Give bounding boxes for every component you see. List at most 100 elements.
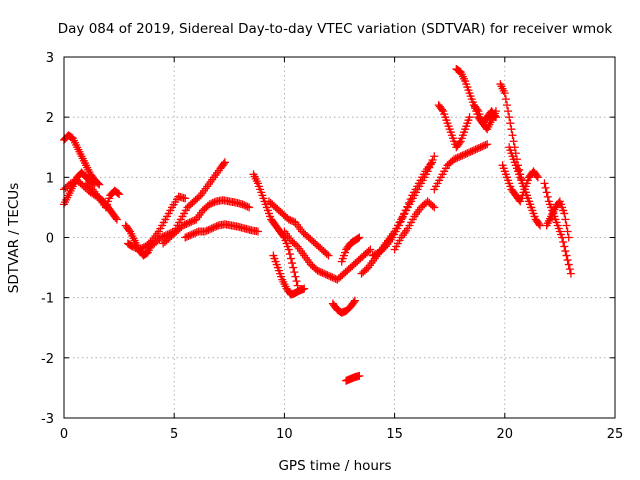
- x-tick-label: 20: [497, 427, 514, 442]
- series-seg23: [469, 101, 500, 134]
- data-point: [428, 201, 437, 210]
- series-seg1: [60, 131, 104, 189]
- y-tick-label: -1: [41, 292, 54, 307]
- data-point: [90, 179, 99, 188]
- data-point: [559, 238, 568, 247]
- y-tick-label: 0: [46, 232, 54, 247]
- data-point: [115, 190, 124, 199]
- series-seg15: [337, 233, 364, 266]
- data-point: [401, 206, 410, 215]
- data-point: [430, 152, 439, 161]
- data-point: [113, 189, 122, 198]
- series-seg12: [264, 197, 333, 260]
- data-point: [481, 140, 490, 149]
- data-point: [560, 209, 569, 218]
- data-point: [322, 250, 331, 259]
- data-point: [399, 210, 408, 219]
- series-seg19: [390, 197, 439, 254]
- x-tick-labels: 0 5 10 15 20 25: [60, 427, 623, 442]
- data-point: [395, 221, 404, 230]
- data-point: [532, 171, 541, 180]
- data-point: [533, 173, 542, 182]
- data-point: [355, 371, 364, 380]
- data-point: [565, 265, 574, 274]
- data-point: [181, 194, 190, 203]
- y-axis-label: SDTVAR / TECUs: [6, 183, 22, 293]
- series-seg13: [280, 227, 375, 284]
- data-point: [290, 268, 299, 277]
- chart-title: Day 084 of 2019, Sidereal Day-to-day VTE…: [58, 21, 613, 37]
- data-point: [561, 247, 570, 256]
- data-point: [285, 250, 294, 259]
- series-seg4: [82, 179, 124, 212]
- data-point: [562, 251, 571, 260]
- data-point: [300, 284, 309, 293]
- data-point: [364, 247, 373, 256]
- data-points: [60, 65, 575, 385]
- data-point: [465, 113, 474, 122]
- data-point: [428, 158, 437, 167]
- data-point: [500, 89, 509, 98]
- data-point: [562, 221, 571, 230]
- data-point: [292, 277, 301, 286]
- data-point: [563, 227, 572, 236]
- data-point: [508, 131, 517, 140]
- grid: [64, 57, 615, 418]
- data-point: [253, 227, 262, 236]
- data-point: [566, 269, 575, 278]
- series-seg14: [328, 296, 359, 317]
- data-point: [564, 260, 573, 269]
- data-point: [430, 203, 439, 212]
- series-seg2: [60, 168, 99, 209]
- series-seg18: [368, 158, 437, 260]
- series-seg26: [505, 143, 545, 230]
- x-tick-label: 25: [607, 427, 624, 442]
- data-point: [534, 219, 543, 228]
- series-seg20: [430, 140, 492, 194]
- data-point: [219, 159, 228, 168]
- series-seg8: [159, 196, 254, 248]
- series-seg7: [143, 158, 229, 251]
- y-tick-label: 2: [46, 111, 54, 126]
- data-point: [560, 242, 569, 251]
- data-point: [506, 119, 515, 128]
- axis-ticks: [63, 56, 616, 419]
- y-tick-label: -2: [41, 352, 54, 367]
- data-point: [111, 213, 120, 222]
- data-point: [245, 203, 254, 212]
- series-seg28: [542, 197, 573, 242]
- data-point: [354, 234, 363, 243]
- data-point: [483, 140, 492, 149]
- data-point: [541, 183, 550, 192]
- y-tick-label: -3: [41, 412, 54, 427]
- series-seg21: [434, 101, 474, 152]
- data-point: [406, 195, 415, 204]
- data-point: [396, 217, 405, 226]
- data-point: [540, 179, 549, 188]
- data-point: [291, 272, 300, 281]
- data-point: [455, 138, 464, 147]
- x-tick-label: 15: [386, 427, 403, 442]
- data-point: [243, 202, 252, 211]
- data-point: [504, 107, 513, 116]
- data-point: [398, 213, 407, 222]
- series-seg10: [249, 170, 302, 290]
- data-point: [289, 263, 298, 272]
- data-point: [287, 254, 296, 263]
- y-tick-label: 3: [46, 51, 54, 66]
- x-tick-label: 0: [60, 427, 68, 442]
- y-tick-label: 1: [46, 171, 54, 186]
- data-point: [543, 192, 552, 201]
- x-tick-label: 10: [276, 427, 293, 442]
- series-seg25: [498, 161, 542, 206]
- data-point: [503, 101, 512, 110]
- data-point: [509, 137, 518, 146]
- data-point: [404, 198, 413, 207]
- data-point: [349, 298, 358, 307]
- data-point: [564, 233, 573, 242]
- data-point: [350, 296, 359, 305]
- data-point: [505, 113, 514, 122]
- data-point: [284, 245, 293, 254]
- y-tick-labels: -3 -2 -1 0 1 2 3: [41, 51, 54, 427]
